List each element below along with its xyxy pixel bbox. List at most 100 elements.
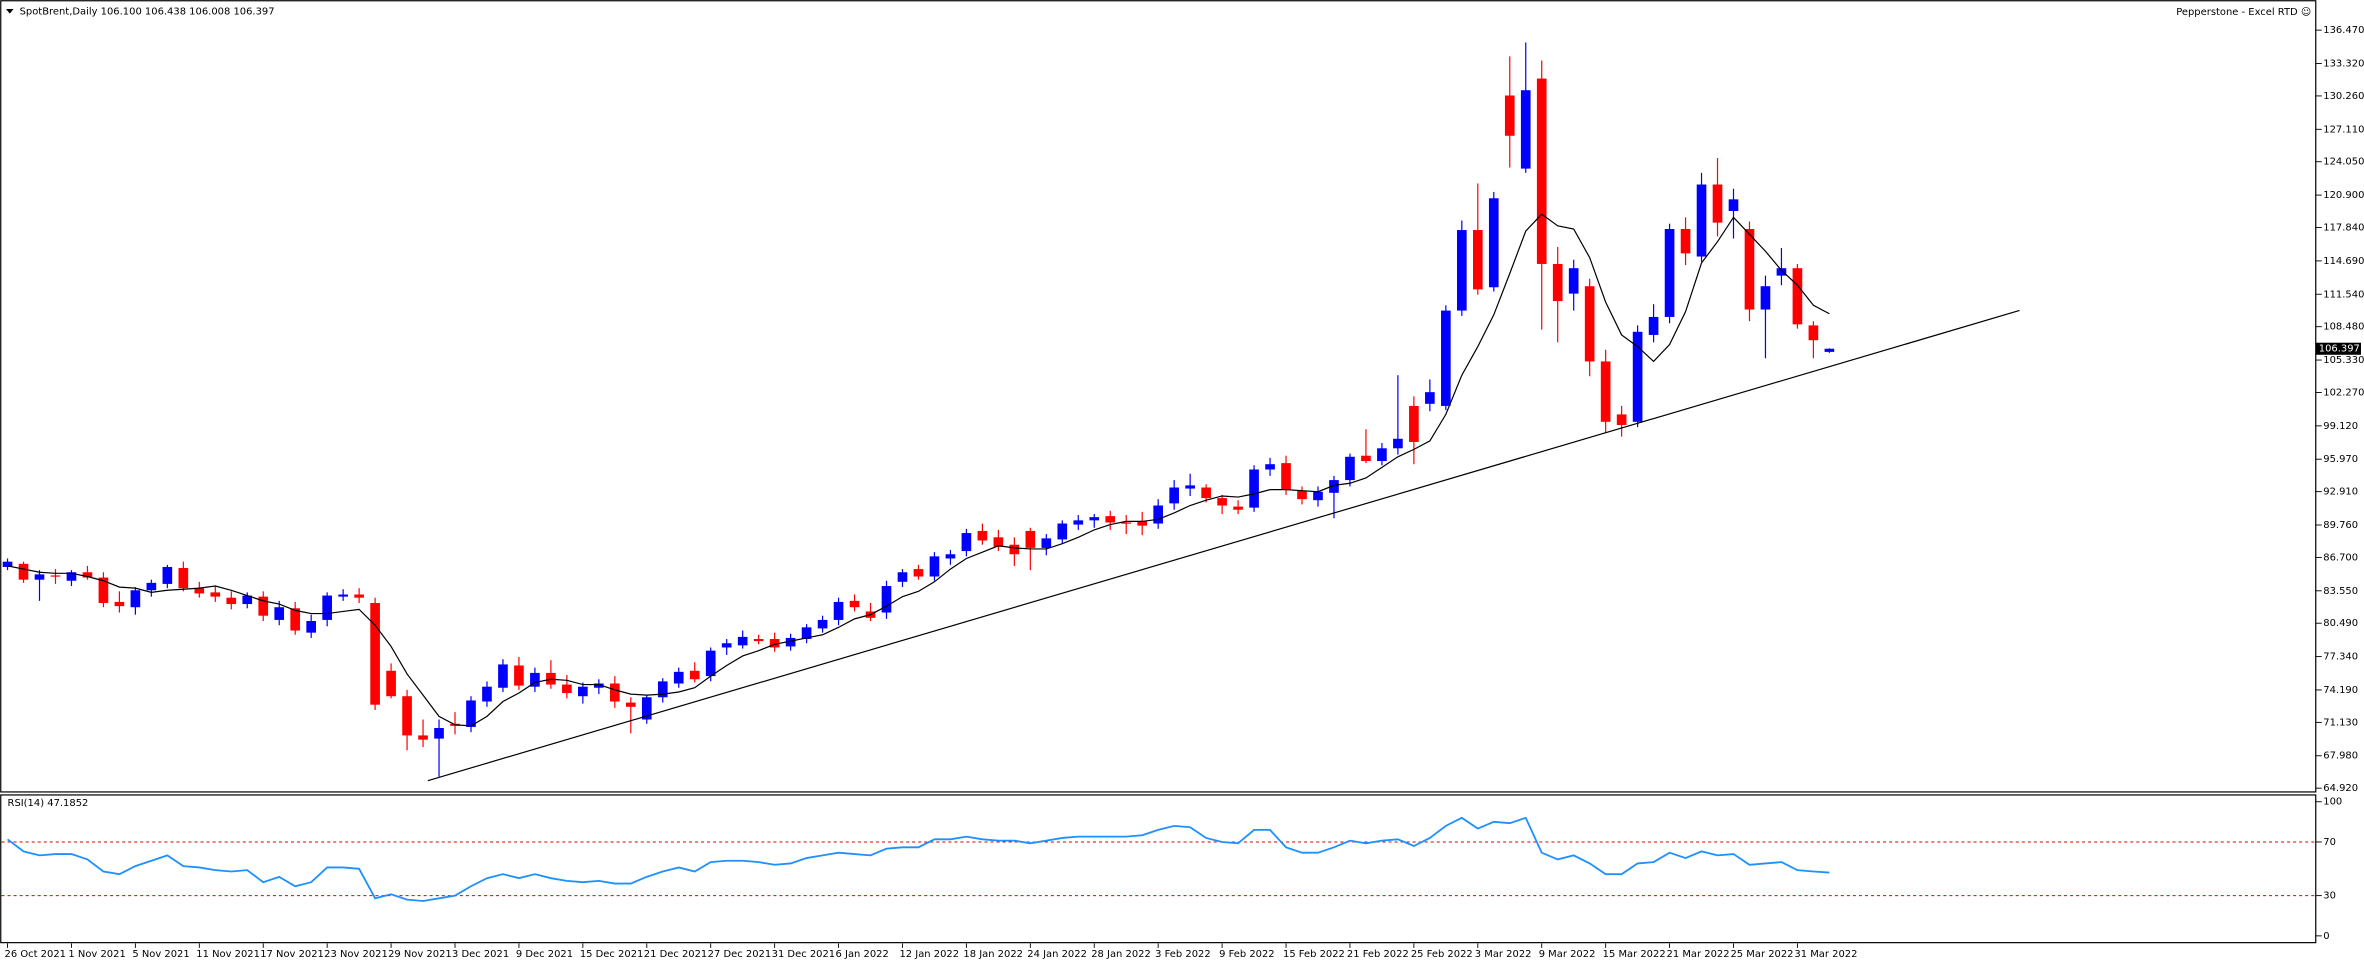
candle-body (1185, 485, 1195, 489)
candle-body (1073, 520, 1084, 525)
candle-body (1536, 78, 1547, 264)
candle-body (1153, 505, 1164, 524)
price-panel (0, 0, 2317, 793)
candle-body (945, 554, 956, 559)
candle-body (1137, 521, 1148, 526)
last-price-box (2315, 342, 2361, 355)
y-tick-label: 80.490 (2323, 618, 2358, 629)
y-tick-label: 133.320 (2323, 59, 2364, 70)
menu-arrow[interactable] (6, 9, 14, 14)
x-tick-label: 23 Nov 2021 (324, 949, 388, 960)
rsi-panel (0, 794, 2317, 944)
y-tick-label: 89.760 (2323, 520, 2358, 531)
candle-body (1265, 464, 1275, 470)
candle-body (338, 594, 348, 597)
candle-body (1041, 538, 1052, 548)
y-tick-label: 105.330 (2323, 355, 2364, 366)
rsi-tick-label: 30 (2323, 891, 2336, 902)
candle-body (961, 533, 972, 552)
x-tick-label: 15 Dec 2021 (580, 949, 643, 960)
candle-body (1281, 463, 1291, 490)
candle-body (1345, 456, 1355, 481)
candle-body (1568, 268, 1579, 294)
candle-body (641, 697, 652, 720)
candle-body (482, 686, 492, 702)
rsi-tick-label: 0 (2323, 931, 2329, 942)
candle-body (306, 620, 317, 633)
candle-body (354, 594, 364, 598)
x-tick-label: 6 Jan 2022 (836, 949, 889, 960)
x-tick-label: 31 Mar 2022 (1794, 949, 1857, 960)
y-tick-label: 102.270 (2323, 387, 2364, 398)
candle-body (498, 664, 508, 688)
y-tick-label: 108.480 (2323, 322, 2364, 333)
candle-body (929, 556, 940, 577)
candle-body (258, 596, 269, 616)
candle-body (833, 601, 844, 620)
y-tick-label: 77.340 (2323, 652, 2358, 663)
candle-body (1329, 480, 1339, 493)
candle-body (881, 586, 892, 613)
y-tick-label: 92.910 (2323, 487, 2358, 498)
x-tick-label: 3 Feb 2022 (1155, 949, 1211, 960)
y-tick-label: 114.690 (2323, 256, 2364, 267)
candle-body (609, 683, 620, 702)
x-tick-label: 3 Dec 2021 (452, 949, 509, 960)
candle-body (1712, 184, 1723, 223)
candle-body (418, 735, 428, 740)
candle-body (18, 563, 29, 580)
y-tick-label: 127.110 (2323, 124, 2364, 135)
candle-body (1425, 392, 1435, 404)
candle-body (721, 643, 732, 648)
chart-title: SpotBrent,Daily 106.100 106.438 106.008 … (20, 6, 275, 17)
candle-body (146, 582, 157, 591)
candle-body (594, 683, 604, 688)
candle-body (817, 619, 828, 629)
rsi-line (6, 816, 1830, 902)
candle-body (1648, 316, 1659, 335)
candle-body (1744, 228, 1755, 310)
candle-body (1169, 487, 1179, 504)
candle-body (1824, 348, 1835, 352)
candle-body (1808, 325, 1819, 341)
candle-body (530, 672, 540, 687)
x-tick-label: 15 Mar 2022 (1603, 949, 1666, 960)
x-tick-label: 21 Feb 2022 (1347, 949, 1409, 960)
candle-body (897, 572, 908, 582)
moving-average (7, 213, 1830, 727)
x-tick-label: 15 Feb 2022 (1283, 949, 1345, 960)
candle-body (66, 572, 77, 581)
candle-body (1632, 331, 1643, 422)
x-tick-label: 17 Nov 2021 (260, 949, 324, 960)
x-tick-label: 29 Nov 2021 (388, 949, 452, 960)
candle-body (562, 684, 572, 694)
y-tick-label: 74.190 (2323, 685, 2358, 696)
candle-body (769, 639, 780, 648)
x-tick-label: 21 Dec 2021 (644, 949, 707, 960)
x-tick-label: 24 Jan 2022 (1027, 949, 1087, 960)
candle-body (130, 590, 141, 608)
candle-body (1441, 310, 1451, 406)
y-tick-label: 120.900 (2323, 190, 2364, 201)
candle-body (34, 574, 45, 580)
candle-body (1616, 414, 1627, 425)
candle-body (1664, 228, 1675, 317)
candle-body (1600, 361, 1611, 422)
candle-body (98, 577, 109, 603)
candle-body (402, 696, 412, 736)
candle-body (1057, 523, 1068, 540)
x-tick-label: 12 Jan 2022 (899, 949, 959, 960)
y-tick-label: 64.920 (2323, 783, 2358, 794)
candle-body (226, 597, 237, 605)
candle-body (1121, 522, 1132, 524)
candle-body (849, 600, 860, 608)
candle-body (1760, 286, 1771, 310)
candle-body (386, 670, 396, 697)
candle-body (1217, 498, 1227, 506)
candle-body (913, 569, 924, 577)
y-tick-label: 83.550 (2323, 586, 2358, 597)
y-tick-label: 67.980 (2323, 751, 2358, 762)
trendline (427, 309, 2020, 782)
